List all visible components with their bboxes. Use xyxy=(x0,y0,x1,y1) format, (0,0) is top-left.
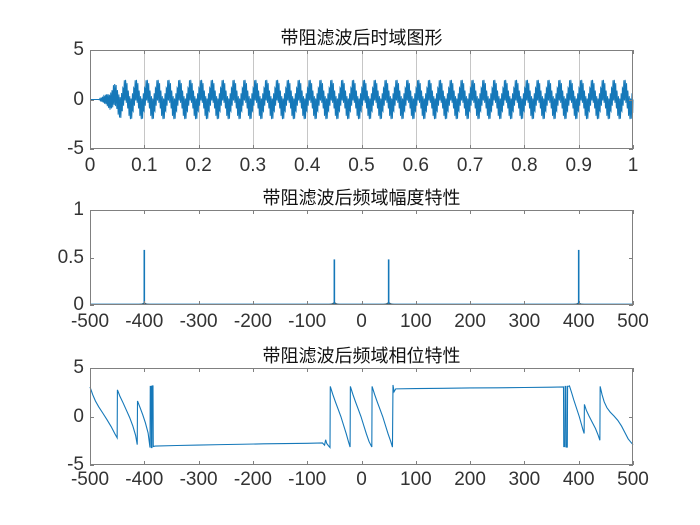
y-tick-label: 0 xyxy=(73,405,84,427)
y-tick-label: 0 xyxy=(73,88,84,110)
x-tick-label: 100 xyxy=(399,469,432,490)
subplot-magnitude-title: 带阻滤波后频域幅度特性 xyxy=(262,188,461,208)
x-tick-label: 200 xyxy=(454,311,486,332)
y-tick-label: 0.5 xyxy=(57,246,84,268)
x-tick-label: 0 xyxy=(356,469,367,490)
x-tick-label: -300 xyxy=(179,311,218,332)
y-tick-label: 5 xyxy=(73,39,84,60)
x-tick-label: 300 xyxy=(508,311,541,332)
subplot-phase-title: 带阻滤波后频域相位特性 xyxy=(262,346,461,366)
x-tick-label: 1 xyxy=(627,155,639,176)
y-tick-label: 1 xyxy=(73,199,84,220)
x-tick-label: 500 xyxy=(617,469,649,490)
x-tick-label: 0.8 xyxy=(511,155,538,176)
x-tick-label: 0.4 xyxy=(293,155,321,176)
x-tick-label: 0.9 xyxy=(565,155,592,176)
x-tick-label: 0.2 xyxy=(185,155,212,176)
x-tick-label: -300 xyxy=(179,469,218,490)
x-tick-label: -500 xyxy=(70,469,110,490)
x-tick-label: -100 xyxy=(288,311,327,332)
x-tick-label: 0.5 xyxy=(348,155,375,176)
x-tick-label: -400 xyxy=(125,311,164,332)
subplot-phase-plot xyxy=(89,368,634,466)
x-tick-label: 400 xyxy=(562,311,595,332)
x-tick-label: 0.6 xyxy=(402,155,429,176)
x-tick-label: -500 xyxy=(70,311,110,332)
x-tick-label: 0 xyxy=(356,311,367,332)
y-tick-label: 5 xyxy=(73,357,84,378)
x-tick-label: -100 xyxy=(288,469,327,490)
subplot-time-domain-title: 带阻滤波后时域图形 xyxy=(280,28,443,48)
x-tick-label: -200 xyxy=(233,311,272,332)
x-tick-label: -400 xyxy=(125,469,164,490)
x-tick-label: 500 xyxy=(617,311,649,332)
x-tick-label: 200 xyxy=(454,469,486,490)
x-tick-label: -200 xyxy=(233,469,272,490)
x-tick-label: 100 xyxy=(399,311,432,332)
y-tick-label: -5 xyxy=(67,454,84,475)
x-tick-label: 0 xyxy=(84,155,96,176)
x-tick-label: 0.7 xyxy=(456,155,484,176)
y-tick-label: -5 xyxy=(67,138,84,159)
subplot-magnitude-plot xyxy=(90,210,634,306)
x-tick-label: 0.1 xyxy=(131,155,158,176)
x-tick-label: 400 xyxy=(562,469,595,490)
subplot-time-domain-plot xyxy=(90,50,634,150)
x-tick-label: 300 xyxy=(508,469,541,490)
x-tick-label: 0.3 xyxy=(239,155,267,176)
y-tick-label: 0 xyxy=(73,294,84,315)
